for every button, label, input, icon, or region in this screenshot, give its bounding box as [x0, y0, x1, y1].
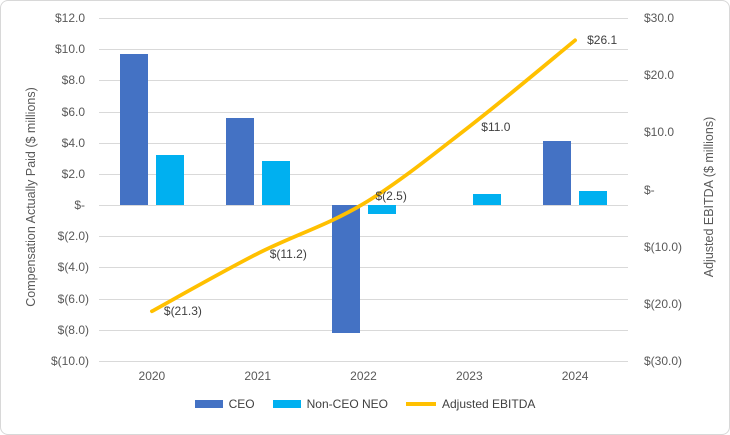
legend-label: Non-CEO NEO — [306, 397, 388, 411]
x-axis-label-2021: 2021 — [244, 369, 272, 383]
legend-bar-swatch — [194, 400, 223, 408]
gridline — [99, 18, 628, 19]
gridline — [99, 205, 628, 207]
y-axis-tick-label: $4.0 — [61, 135, 85, 150]
bar-non-ceo-neo-2022 — [367, 205, 396, 215]
bar-non-ceo-neo-2023 — [473, 194, 502, 206]
gridline — [99, 361, 628, 362]
bar-ceo-2020 — [119, 53, 148, 206]
y-axis-tick-label: $(2.0) — [57, 229, 89, 244]
gridline — [99, 236, 628, 238]
legend-item-ceo: CEO — [194, 397, 255, 411]
y-axis-tick-label: $12.0 — [54, 11, 85, 25]
y2-axis-tick-label: $30.0 — [644, 11, 675, 25]
x-axis-label-2022: 2022 — [350, 369, 377, 383]
y2-axis-tick-label: $20.0 — [644, 68, 675, 83]
y2-axis-tick-label: $(10.0) — [644, 239, 683, 254]
y-axis-tick-label: $2.0 — [61, 166, 85, 181]
bar-non-ceo-neo-2024 — [579, 191, 608, 206]
y-axis-tick-label: $8.0 — [61, 73, 85, 88]
legend: CEO Non-CEO NEO Adjusted EBITDA — [1, 397, 729, 411]
y-axis-tick-label: $6.0 — [61, 104, 85, 119]
right-axis-title: Adjusted EBITDA ($ millions) — [702, 116, 716, 278]
bar-ceo-2022 — [331, 205, 360, 333]
y2-axis-tick-label: $(20.0) — [644, 296, 683, 311]
y-axis-tick-label: $(10.0) — [50, 354, 89, 368]
y-axis-tick-label: $(4.0) — [57, 260, 89, 275]
line-data-label-2020: $(21.3) — [163, 304, 202, 319]
gridline — [99, 80, 628, 82]
line-data-label-2023: $11.0 — [481, 119, 511, 134]
line-data-label-2024: $26.1 — [587, 33, 618, 48]
line-data-label-2022: $(2.5) — [375, 188, 407, 203]
legend-item-non-ceo-neo: Non-CEO NEO — [272, 397, 388, 411]
gridline — [99, 49, 628, 51]
line-data-label-2021: $(11.2) — [269, 246, 307, 261]
y-axis-tick-label: $(6.0) — [57, 291, 89, 306]
gridline — [99, 298, 628, 300]
x-axis-label-2020: 2020 — [138, 369, 166, 383]
bar-ceo-2024 — [543, 141, 572, 206]
y2-axis-tick-label: $10.0 — [644, 125, 675, 140]
bar-non-ceo-neo-2020 — [155, 155, 184, 206]
y-axis-tick-label: $10.0 — [54, 42, 85, 57]
legend-bar-swatch — [272, 400, 301, 408]
legend-label: Adjusted EBITDA — [442, 397, 536, 411]
y-axis-tick-label: $(8.0) — [57, 322, 89, 337]
legend-line-swatch — [406, 402, 436, 406]
bar-non-ceo-neo-2021 — [261, 161, 290, 206]
y2-axis-tick-label: $(30.0) — [644, 354, 683, 368]
x-axis-label-2024: 2024 — [561, 369, 589, 383]
gridline — [99, 267, 628, 269]
y-axis-tick-label: $- — [74, 198, 85, 213]
legend-item-adjusted-ebitda: Adjusted EBITDA — [406, 397, 535, 411]
bar-ceo-2021 — [225, 117, 254, 206]
y2-axis-tick-label: $- — [644, 182, 655, 197]
gridline — [99, 329, 628, 331]
gridline — [99, 111, 628, 113]
x-axis-label-2023: 2023 — [455, 369, 483, 383]
legend-label: CEO — [228, 397, 255, 411]
